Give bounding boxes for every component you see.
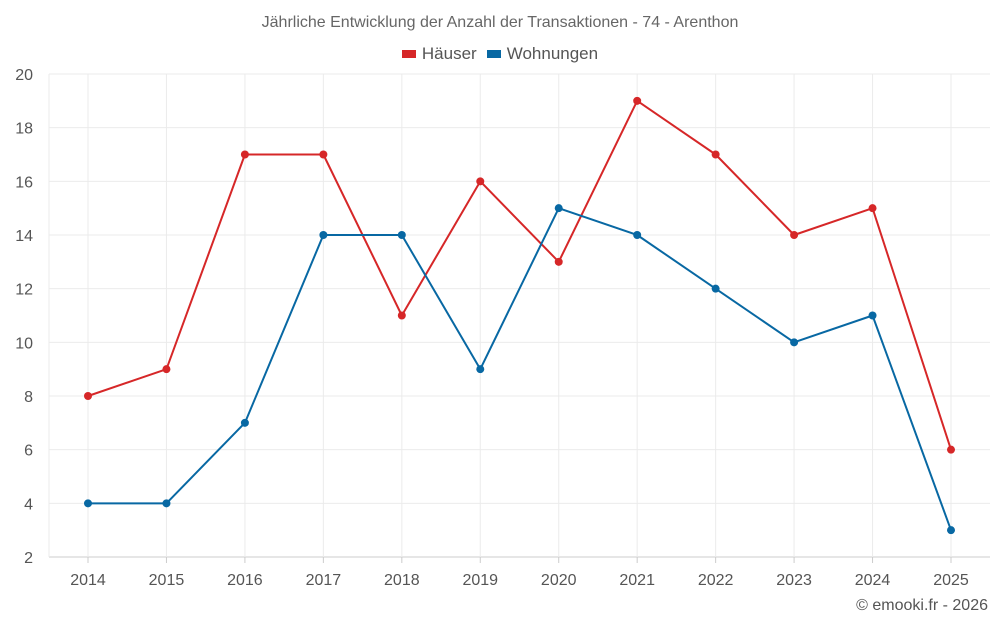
legend: Häuser Wohnungen [0, 44, 1000, 64]
data-point-haeuser[interactable] [84, 392, 92, 400]
axes: 2 4 6 8 10 12 14 16 18 20 2014 2015 2016 2017 2018 2019… [15, 67, 969, 589]
y-tick-label: 16 [15, 174, 33, 191]
data-point-haeuser[interactable] [240, 150, 249, 159]
legend-swatch-wohnungen [486, 50, 501, 58]
x-tick-label: 2021 [619, 572, 655, 589]
x-tick-label: 2015 [149, 572, 185, 589]
x-tick-label: 2019 [462, 572, 498, 589]
y-tick-label: 10 [15, 335, 33, 352]
x-tick-label: 2024 [855, 572, 891, 589]
y-tick-label: 6 [24, 443, 33, 460]
data-point-haeuser[interactable] [868, 204, 877, 213]
data-point-wohnungen[interactable] [554, 204, 563, 213]
y-tick-label: 8 [24, 389, 33, 406]
y-tick-label: 20 [15, 67, 33, 84]
y-tick-label: 18 [15, 121, 33, 138]
x-tick-label: 2020 [541, 572, 577, 589]
legend-label-haeuser: Häuser [421, 44, 477, 63]
data-point-wohnungen[interactable] [476, 365, 485, 374]
data-point-haeuser[interactable] [162, 365, 171, 374]
chart-title: Jährliche Entwicklung der Anzahl der Tra… [261, 14, 739, 31]
legend-item-wohnungen[interactable]: Wohnungen [486, 44, 599, 64]
credit-text: © emooki.fr - 2026 [856, 597, 988, 614]
x-tick-label: 2018 [384, 572, 420, 589]
legend-label-wohnungen: Wohnungen [506, 44, 599, 63]
data-point-haeuser[interactable] [633, 96, 642, 105]
series-line-haeuser[interactable] [87, 99, 952, 450]
grid [49, 73, 990, 558]
data-point-wohnungen[interactable] [790, 338, 799, 347]
data-point-wohnungen[interactable] [84, 499, 92, 508]
data-point-haeuser[interactable] [319, 150, 328, 159]
data-point-wohnungen[interactable] [319, 231, 328, 239]
data-point-wohnungen[interactable] [240, 418, 249, 427]
data-point-haeuser[interactable] [476, 177, 485, 186]
y-tick-label: 12 [15, 282, 33, 299]
data-point-haeuser[interactable] [397, 311, 406, 320]
x-tick-label: 2017 [306, 572, 342, 589]
data-point-wohnungen[interactable] [397, 231, 406, 239]
data-point-wohnungen[interactable] [162, 499, 171, 508]
legend-swatch-haeuser [401, 50, 416, 58]
x-tick-label: 2025 [933, 572, 969, 589]
data-point-haeuser[interactable] [790, 231, 799, 239]
data-point-wohnungen[interactable] [947, 526, 955, 535]
data-point-wohnungen[interactable] [711, 284, 720, 293]
x-tick-label: 2022 [698, 572, 734, 589]
y-tick-label: 4 [24, 496, 33, 513]
series-line-wohnungen[interactable] [88, 207, 952, 531]
data-point-haeuser[interactable] [947, 445, 955, 454]
data-point-haeuser[interactable] [711, 150, 720, 159]
x-tick-label: 2016 [227, 572, 263, 589]
y-tick-label: 2 [24, 550, 33, 567]
x-tick-label: 2014 [70, 572, 106, 589]
y-tick-label: 14 [15, 228, 33, 245]
data-point-haeuser[interactable] [554, 257, 563, 266]
series [84, 96, 955, 535]
x-tick-label: 2023 [776, 572, 812, 589]
data-point-wohnungen[interactable] [633, 231, 642, 239]
legend-item-haeuser[interactable]: Häuser [401, 44, 477, 64]
data-point-wohnungen[interactable] [868, 311, 877, 320]
